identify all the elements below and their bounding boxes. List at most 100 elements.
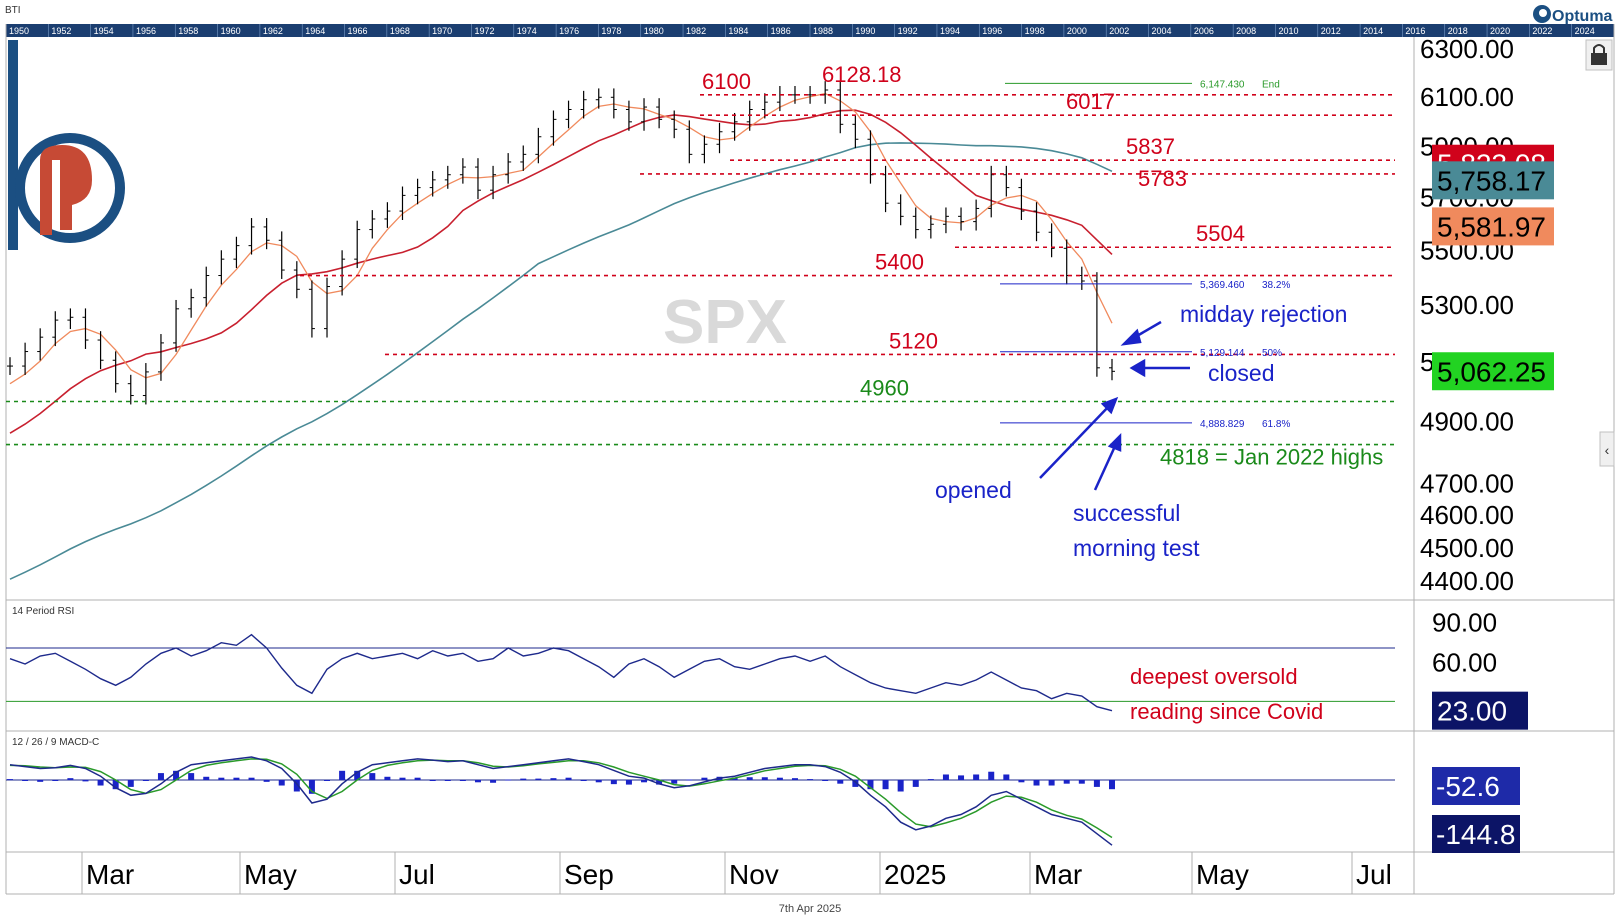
timeline-year-label[interactable]: 2006 <box>1194 26 1214 36</box>
timeline-year-label[interactable]: 1964 <box>305 26 325 36</box>
macd-histogram-bar <box>339 770 346 780</box>
timeline-year-label[interactable]: 1974 <box>517 26 537 36</box>
timeline-year-label[interactable]: 1986 <box>771 26 791 36</box>
rsi-axis-tick: 90.00 <box>1432 607 1497 637</box>
price-bar <box>550 110 557 146</box>
macd-histogram-bar <box>671 780 678 784</box>
timeline-year-label[interactable]: 2014 <box>1363 26 1383 36</box>
timeline-year-label[interactable]: 1984 <box>728 26 748 36</box>
x-axis-label: Nov <box>729 859 779 890</box>
x-axis-label: Jul <box>399 859 435 890</box>
timeline-year-label[interactable]: 1956 <box>136 26 156 36</box>
macd-histogram-bar <box>218 777 225 780</box>
macd-histogram-bar <box>142 780 149 781</box>
macd-histogram-bar <box>686 779 693 781</box>
macd-histogram-bar <box>656 780 663 785</box>
level-label: 5504 <box>1196 221 1245 246</box>
rsi-annotation: reading since Covid <box>1130 699 1323 724</box>
price-bar <box>384 202 391 228</box>
timeline-year-label[interactable]: 2016 <box>1405 26 1425 36</box>
price-bar <box>761 93 768 119</box>
timeline-year-label[interactable]: 1954 <box>94 26 114 36</box>
timeline-year-label[interactable]: 1982 <box>686 26 706 36</box>
annotation-text: midday rejection <box>1180 301 1347 327</box>
level-label: 5783 <box>1138 166 1187 191</box>
timeline-year-label[interactable]: 1990 <box>855 26 875 36</box>
price-bar <box>535 127 542 164</box>
timeline-year-label[interactable]: 1996 <box>982 26 1002 36</box>
timeline-year-label[interactable]: 1962 <box>263 26 283 36</box>
macd-panel: -52.6 -144.8 <box>6 756 1520 853</box>
timeline-year-label[interactable]: 1960 <box>221 26 241 36</box>
rsi-annotation: deepest oversold <box>1130 664 1298 689</box>
timeline-year-label[interactable]: 2012 <box>1321 26 1341 36</box>
macd-histogram-bar <box>1078 780 1085 784</box>
fib-value-label: 6,147.430 <box>1200 79 1245 90</box>
price-bar <box>188 288 195 318</box>
timeline-year-label[interactable]: 2000 <box>1067 26 1087 36</box>
macd-histogram-bar <box>474 780 481 783</box>
timeline-year-label[interactable]: 1998 <box>1025 26 1045 36</box>
timeline-year-label[interactable]: 1988 <box>813 26 833 36</box>
brand-name: Optuma <box>1552 8 1613 25</box>
timeline-year-label[interactable]: 2020 <box>1490 26 1510 36</box>
timeline-year-label[interactable]: 1950 <box>9 26 29 36</box>
price-bar <box>429 170 436 197</box>
optuma-brand: Optuma <box>1533 5 1613 25</box>
macd-histogram-bar <box>7 779 13 781</box>
timeline-year-label[interactable]: 1976 <box>559 26 579 36</box>
timeline-year-label[interactable]: 2022 <box>1532 26 1552 36</box>
timeline-year-label[interactable]: 2018 <box>1448 26 1468 36</box>
timeline-year-label[interactable]: 1970 <box>432 26 452 36</box>
price-bar <box>656 98 663 129</box>
timeline-year-label[interactable]: 2002 <box>1109 26 1129 36</box>
timeline-year-label[interactable]: 1968 <box>390 26 410 36</box>
lock-icon[interactable] <box>1585 39 1613 71</box>
annotation-text: successful <box>1073 500 1180 526</box>
collapse-panel-button[interactable]: ‹ <box>1599 431 1615 467</box>
timeline-year-label[interactable]: 2008 <box>1236 26 1256 36</box>
timeline-year-label[interactable]: 2004 <box>1152 26 1172 36</box>
price-bar <box>595 88 602 109</box>
price-bar <box>324 277 331 338</box>
macd-histogram-bar <box>248 777 255 780</box>
timeline-year-label[interactable]: 1952 <box>51 26 71 36</box>
price-axis-tick: 4400.00 <box>1420 566 1514 596</box>
timeline-year-label[interactable]: 2024 <box>1575 26 1595 36</box>
timeline-year-label[interactable]: 1972 <box>474 26 494 36</box>
macd-histogram-bar <box>610 780 617 785</box>
macd-histogram-bar <box>1063 780 1070 784</box>
price-bar <box>1048 223 1055 258</box>
rsi-panel-title: 14 Period RSI <box>12 606 74 617</box>
price-bar <box>97 331 104 370</box>
macd-histogram-bar <box>354 770 361 780</box>
price-bar <box>610 88 617 119</box>
rsi-panel: 90.00 60.00 23.00 deepest oversold reading s… <box>6 607 1528 730</box>
price-bar <box>912 207 919 239</box>
macd-histogram-bar <box>490 780 497 783</box>
timeline-year-label[interactable]: 1978 <box>601 26 621 36</box>
timeline-strip[interactable]: 1950 1952 1954 1956 1958 1960 1962 1964 1966 1968… <box>5 24 1614 37</box>
x-axis-label: Jul <box>1356 859 1392 890</box>
last-value-badge <box>1432 352 1554 391</box>
fib-value-label: 4,888.829 <box>1200 419 1245 430</box>
price-panel: 6300.006100.005900.005700.005500.005300.… <box>6 34 1554 596</box>
timeline-year-label[interactable]: 2010 <box>1278 26 1298 36</box>
price-bar <box>278 231 285 279</box>
fib-pct-label: 38.2% <box>1262 280 1290 291</box>
timeline-year-label[interactable]: 1992 <box>898 26 918 36</box>
timeline-year-label[interactable]: 1958 <box>178 26 198 36</box>
macd-last-value: -144.8 <box>1436 819 1515 850</box>
x-axis-label: Mar <box>86 859 134 890</box>
rsi-last-badge <box>1432 691 1528 730</box>
timeline-year-label[interactable]: 1980 <box>644 26 664 36</box>
annotation-text: closed <box>1208 360 1274 386</box>
timeline-year-label[interactable]: 1966 <box>348 26 368 36</box>
macd-histogram-bar <box>505 779 512 781</box>
macd-histogram-bar <box>444 780 451 781</box>
price-axis-tick: 4500.00 <box>1420 533 1514 563</box>
timeline-year-label[interactable]: 1994 <box>940 26 960 36</box>
price-bar <box>414 178 421 205</box>
price-axis-tick: 6300.00 <box>1420 34 1514 64</box>
